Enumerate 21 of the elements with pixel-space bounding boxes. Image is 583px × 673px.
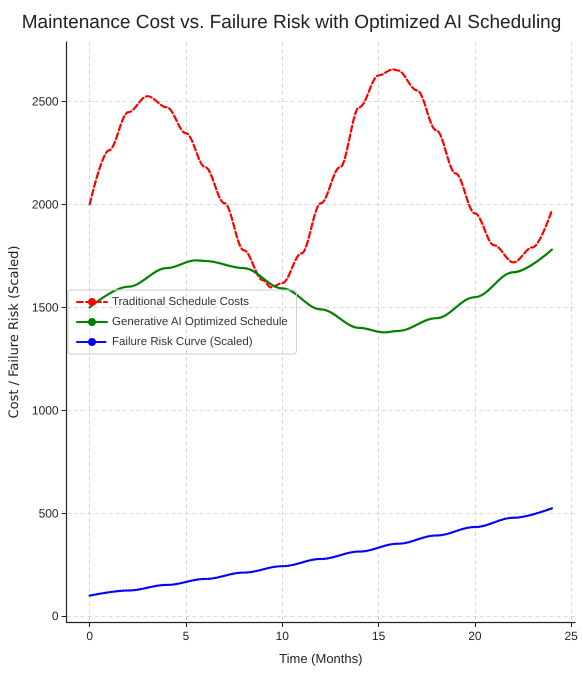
line-series [88, 248, 553, 334]
x-tick-label: 5 [182, 629, 190, 643]
x-tick-label: 10 [276, 629, 290, 643]
y-tick-label: 0 [52, 609, 59, 624]
x-axis-title: Time (Months) [279, 651, 362, 666]
y-tick-label: 1500 [32, 300, 59, 314]
x-tick-label: 25 [564, 629, 578, 643]
line-series [88, 507, 553, 597]
legend-label: Failure Risk Curve (Scaled) [112, 336, 253, 348]
chart-title: Maintenance Cost vs. Failure Risk with Optimized AI Scheduling [22, 12, 562, 33]
y-tick-label: 2500 [32, 94, 59, 108]
y-tick-label: 500 [38, 506, 59, 520]
legend-label: Traditional Schedule Costs [112, 296, 250, 308]
x-tick-label: 15 [372, 629, 386, 643]
y-tick-label: 1000 [32, 403, 59, 418]
y-tick-label: 2000 [32, 197, 59, 212]
legend-label: Generative AI Optimized Schedule [112, 316, 288, 328]
x-tick-label: 20 [468, 629, 482, 643]
line-series [88, 68, 553, 288]
y-axis-title: Cost / Failure Risk (Scaled) [7, 246, 22, 418]
x-tick-label: 0 [86, 629, 94, 643]
